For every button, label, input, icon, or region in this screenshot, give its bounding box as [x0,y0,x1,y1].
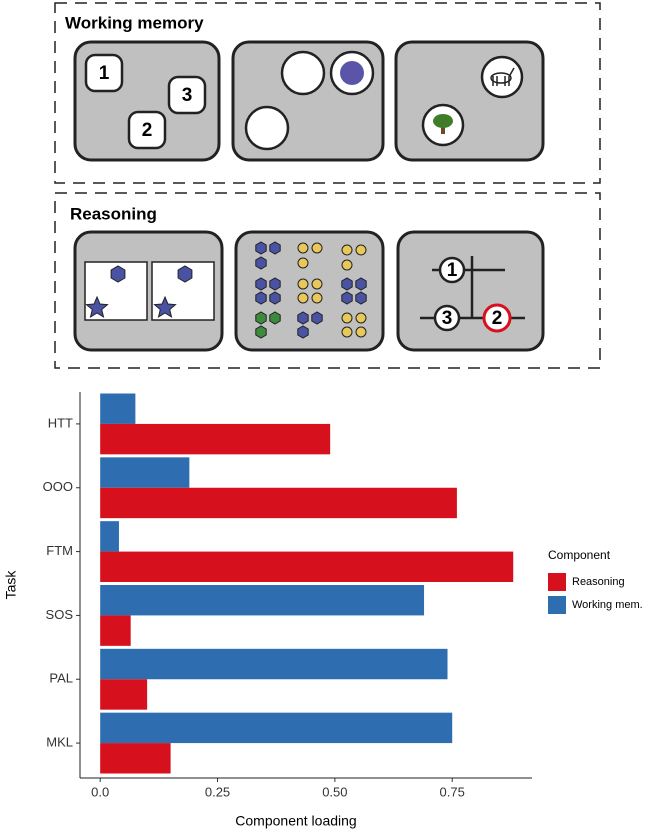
y-tick-label: FTM [46,543,73,558]
wm-frame [54,2,601,184]
node [482,303,512,333]
bar [100,585,425,616]
y-tick-label: SOS [46,607,74,622]
bar [100,712,453,744]
hexagon [255,325,267,339]
x-tick-label: 0.0 [91,784,109,799]
hexagon [355,291,367,305]
x-tick-label: 0.25 [205,784,230,799]
dot [311,278,323,290]
x-tick-label: 0.75 [440,784,465,799]
hexagon [297,311,309,325]
shapes [85,241,367,339]
diagram: Working memory Reasoning 1 3 2 [54,2,601,369]
tile-number: 2 [142,120,153,141]
tile [167,75,207,115]
chart: HTT OOO FTM SOS PAL MKL 0.0 0.25 0.50 0.75 Compone… [3,392,643,829]
legend-swatch [548,573,566,591]
section-title: Reasoning [70,204,157,223]
bar [100,615,131,646]
zebra [490,67,515,86]
dot [341,326,353,338]
hexagon [341,277,353,291]
bar [100,679,148,710]
dot [355,312,367,324]
dot [340,61,364,85]
circle [280,50,326,96]
hexagon [255,241,267,255]
dot [297,292,309,304]
dot [341,244,353,256]
y-tick-label: OOO [43,479,73,494]
tile [127,110,167,150]
section-title: Working memory [65,13,204,32]
legend-label: Working mem. [572,599,643,611]
hexagon [255,311,267,325]
x-tick-label: 0.50 [322,784,347,799]
panel [396,230,545,352]
star [85,295,109,318]
panel [394,40,545,162]
dot [311,242,323,254]
y-tick-label: PAL [49,671,73,686]
hexagon [311,311,323,325]
hexagon [255,277,267,291]
node-number: 2 [492,308,503,329]
bar [100,393,136,424]
dot [341,312,353,324]
y-axis-title: Task [3,570,19,600]
dot [355,326,367,338]
legend-swatch [548,596,566,614]
dot [297,257,309,269]
circle [244,105,290,151]
hexagon [255,291,267,305]
hexagon [269,277,281,291]
tree [433,114,453,134]
bar [100,743,171,774]
tile-number: 1 [99,63,110,84]
node-number: 3 [442,308,453,329]
hexagon [269,311,281,325]
hexagon [177,265,193,283]
hexagon [355,277,367,291]
legend-title: Component [548,548,611,562]
star [153,295,177,318]
node [438,256,466,284]
dot [311,292,323,304]
bar [100,648,448,680]
bar [100,487,457,519]
y-tick-label: MKL [46,735,73,750]
tile-number: 3 [182,85,193,106]
bar [100,551,514,582]
dot [297,242,309,254]
bar [100,521,119,552]
hexagon [269,241,281,255]
legend-label: Reasoning [572,576,625,588]
dot [297,278,309,290]
hexagon [341,291,353,305]
dot [341,259,353,271]
node-number: 1 [447,260,458,281]
hexagon [255,256,267,270]
tile [84,53,124,93]
y-tick-label: HTT [48,415,73,430]
hexagon [269,291,281,305]
hexagon [110,265,126,283]
bar [100,457,190,488]
node [433,304,461,332]
x-axis-title: Component loading [235,813,356,829]
dot [355,244,367,256]
hexagon [297,325,309,339]
bar [100,423,331,455]
